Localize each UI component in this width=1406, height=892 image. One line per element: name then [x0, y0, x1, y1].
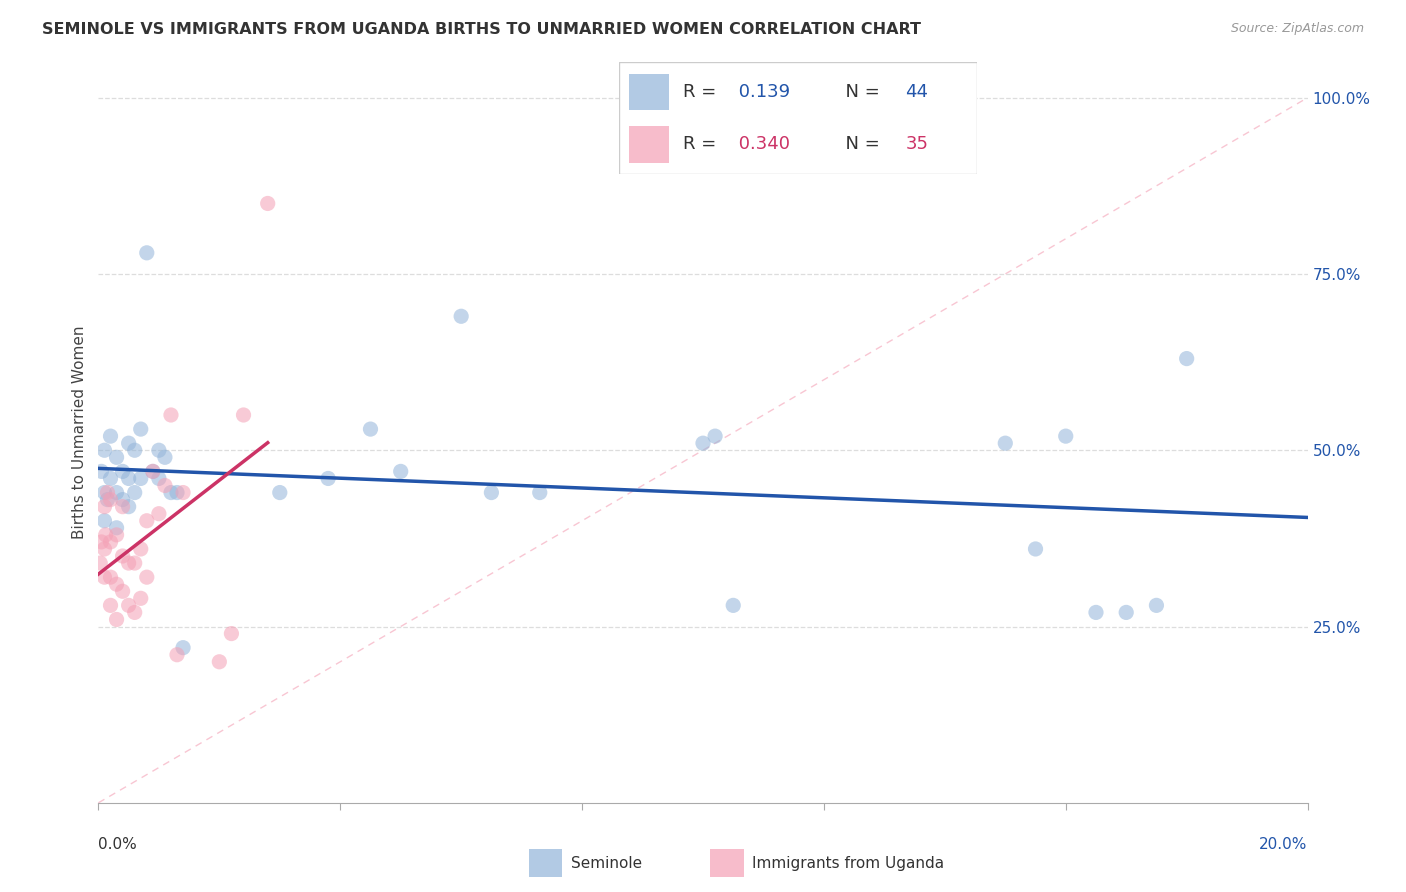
Point — [166, 648, 188, 662]
Point — [105, 612, 128, 626]
Point — [111, 584, 134, 599]
Text: 0.0%: 0.0% — [98, 837, 138, 852]
Point — [93, 443, 115, 458]
Text: Immigrants from Uganda: Immigrants from Uganda — [752, 855, 945, 871]
Point — [96, 485, 118, 500]
Text: R =: R = — [683, 136, 723, 153]
Point — [142, 464, 165, 478]
Point — [1024, 541, 1046, 556]
Point — [153, 478, 176, 492]
Point — [148, 507, 170, 521]
Point — [172, 485, 194, 500]
Point — [111, 500, 134, 514]
Text: 35: 35 — [905, 136, 928, 153]
Point — [93, 541, 115, 556]
Text: Seminole: Seminole — [571, 855, 643, 871]
Point — [692, 436, 714, 450]
Point — [360, 422, 382, 436]
Point — [118, 471, 141, 485]
Point — [135, 245, 157, 260]
Point — [221, 626, 243, 640]
Point — [100, 599, 122, 613]
Point — [148, 471, 170, 485]
Point — [118, 500, 141, 514]
Point — [389, 464, 412, 478]
Point — [1054, 429, 1077, 443]
Point — [105, 450, 128, 465]
Text: SEMINOLE VS IMMIGRANTS FROM UGANDA BIRTHS TO UNMARRIED WOMEN CORRELATION CHART: SEMINOLE VS IMMIGRANTS FROM UGANDA BIRTH… — [42, 22, 921, 37]
Point — [124, 606, 146, 620]
Point — [129, 591, 152, 606]
Text: 20.0%: 20.0% — [1260, 837, 1308, 852]
Point — [994, 436, 1017, 450]
Point — [100, 471, 122, 485]
Point — [89, 556, 111, 570]
Point — [105, 485, 128, 500]
Point — [723, 599, 745, 613]
Point — [105, 577, 128, 591]
Point — [124, 556, 146, 570]
Point — [129, 541, 152, 556]
Point — [1085, 606, 1108, 620]
Point — [111, 549, 134, 563]
Point — [105, 521, 128, 535]
Text: Source: ZipAtlas.com: Source: ZipAtlas.com — [1230, 22, 1364, 36]
Point — [93, 514, 115, 528]
Point — [148, 443, 170, 458]
Text: 0.139: 0.139 — [734, 83, 790, 101]
Point — [118, 556, 141, 570]
Y-axis label: Births to Unmarried Women: Births to Unmarried Women — [72, 326, 87, 540]
Point — [124, 485, 146, 500]
Point — [172, 640, 194, 655]
Point — [135, 570, 157, 584]
Point — [1144, 599, 1167, 613]
Bar — [630, 74, 669, 111]
Text: N =: N = — [834, 83, 886, 101]
Point — [160, 485, 183, 500]
Point — [142, 464, 165, 478]
Point — [232, 408, 254, 422]
Point — [94, 528, 117, 542]
Point — [90, 464, 112, 478]
Point — [256, 196, 278, 211]
Point — [118, 436, 141, 450]
Text: R =: R = — [683, 83, 723, 101]
Point — [316, 471, 339, 485]
Text: 0.340: 0.340 — [734, 136, 790, 153]
Point — [93, 500, 115, 514]
Point — [100, 492, 122, 507]
Point — [1115, 606, 1137, 620]
Point — [90, 535, 112, 549]
Point — [166, 485, 188, 500]
Point — [160, 408, 183, 422]
Point — [100, 535, 122, 549]
Point — [93, 485, 115, 500]
Point — [124, 443, 146, 458]
Bar — [630, 126, 669, 162]
Point — [529, 485, 551, 500]
Point — [1175, 351, 1198, 366]
Point — [153, 450, 176, 465]
Bar — [529, 849, 562, 877]
Point — [129, 471, 152, 485]
Text: 44: 44 — [905, 83, 928, 101]
Bar — [710, 849, 744, 877]
Point — [129, 422, 152, 436]
Point — [105, 528, 128, 542]
Point — [111, 492, 134, 507]
Point — [208, 655, 231, 669]
Point — [704, 429, 727, 443]
Point — [111, 464, 134, 478]
Point — [269, 485, 291, 500]
Point — [450, 310, 472, 324]
Point — [100, 570, 122, 584]
Point — [118, 599, 141, 613]
Point — [93, 570, 115, 584]
Text: N =: N = — [834, 136, 886, 153]
Point — [135, 514, 157, 528]
Point — [96, 492, 118, 507]
Point — [100, 429, 122, 443]
Point — [481, 485, 503, 500]
